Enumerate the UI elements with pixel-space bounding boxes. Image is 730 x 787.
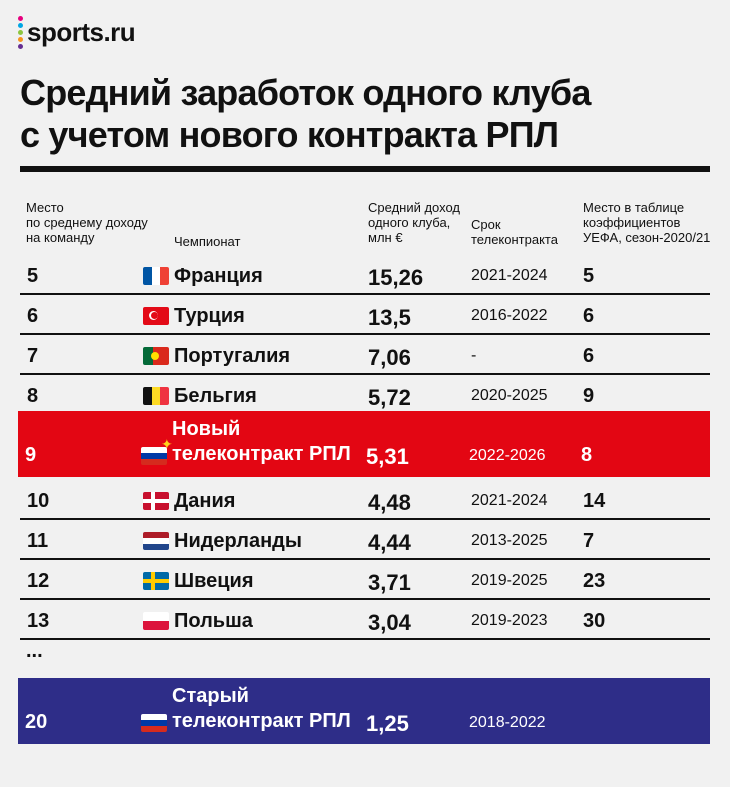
league-cell: Дания (174, 490, 236, 512)
league-cell: Польша (174, 610, 253, 632)
term-cell: 2021-2024 (471, 492, 548, 509)
russia-flag-icon (141, 447, 167, 465)
income-cell: 3,71 (368, 570, 411, 595)
place-cell: 9 (25, 444, 37, 466)
income-cell: 4,44 (368, 530, 411, 555)
header-uefa: Место в таблице коэффициентов УЕФА, сезо… (583, 200, 711, 245)
france-flag-icon (143, 267, 169, 285)
term-cell: 2016-2022 (471, 307, 548, 324)
income-cell: 5,72 (368, 385, 411, 410)
header-place: Место по среднему доходу на команду (26, 200, 148, 245)
income-cell: 13,5 (368, 305, 411, 330)
table-row: 11 Нидерланды 4,44 2013-2025 7 (20, 520, 710, 560)
place-cell: 11 (27, 530, 49, 552)
uefa-cell: 9 (583, 385, 595, 407)
uefa-cell: 30 (583, 610, 606, 632)
league-cell: Швеция (174, 570, 254, 592)
sports-ru-logo[interactable]: sports.ru (18, 16, 136, 49)
logo-text: sports.ru (27, 17, 136, 47)
place-cell: 13 (27, 610, 50, 632)
uefa-cell: 14 (583, 490, 606, 512)
place-cell: 12 (27, 570, 50, 592)
term-cell: 2019-2025 (471, 572, 548, 589)
place-cell: 6 (27, 305, 39, 327)
income-cell: 3,04 (368, 610, 411, 635)
table-row: 9 Новый телеконтракт РПЛ 5,31 2022-2026 8 (18, 411, 710, 477)
chart-title: Средний заработок одного клуба с учетом … (20, 72, 591, 156)
term-cell: 2018-2022 (469, 714, 546, 731)
header-income: Средний доход одного клуба, млн € (368, 200, 461, 245)
logo-dot (18, 16, 23, 21)
league-cell: Португалия (174, 345, 291, 367)
income-cell: 7,06 (368, 345, 411, 370)
place-cell: 7 (27, 345, 39, 367)
header-term: Срок телеконтракта (471, 217, 558, 247)
denmark-flag-icon (143, 492, 169, 510)
league-cell: Бельгия (174, 385, 257, 407)
place-cell: 8 (27, 385, 39, 407)
logo-dot (18, 37, 23, 42)
income-cell: 4,48 (368, 490, 411, 515)
uefa-cell: 6 (583, 345, 595, 367)
uefa-cell: 23 (583, 570, 606, 592)
term-cell: 2021-2024 (471, 267, 548, 284)
poland-flag-icon (143, 612, 169, 630)
place-cell: 20 (25, 711, 48, 733)
league-cell: Новый телеконтракт РПЛ (172, 418, 351, 465)
portugal-flag-icon (143, 347, 169, 365)
table-row: 13 Польша 3,04 2019-2023 30 (20, 600, 710, 640)
table-row: 6 Турция 13,5 2016-2022 6 (20, 295, 710, 335)
table-row: 12 Швеция 3,71 2019-2025 23 (20, 560, 710, 600)
sweden-flag-icon (143, 572, 169, 590)
income-cell: 15,26 (368, 265, 424, 290)
term-cell: - (471, 347, 477, 364)
logo-dot (18, 44, 23, 49)
uefa-cell: 5 (583, 265, 595, 287)
belgium-flag-icon (143, 387, 169, 405)
place-cell: 5 (27, 265, 39, 287)
table-row: 7 Португалия 7,06 - 6 (20, 335, 710, 375)
logo-dot (18, 23, 23, 28)
table-row: 8 Бельгия 5,72 2020-2025 9 (20, 375, 710, 415)
sparkle-icon: ✦ (161, 436, 173, 452)
league-cell: Франция (174, 265, 263, 287)
table-row: 10 Дания 4,48 2021-2024 14 (20, 480, 710, 520)
table-row: 5 Франция 15,26 2021-2024 5 (20, 255, 710, 295)
title-line-2: с учетом нового контракта РПЛ (20, 114, 559, 155)
turkey-flag-icon (143, 307, 169, 325)
uefa-cell: 7 (583, 530, 595, 552)
term-cell: 2013-2025 (471, 532, 548, 549)
term-cell: 2020-2025 (471, 387, 548, 404)
league-cell: Турция (174, 305, 245, 327)
logo-dot (18, 30, 23, 35)
table-ellipsis: ... (26, 640, 43, 662)
term-cell: 2019-2023 (471, 612, 548, 629)
netherlands-flag-icon (143, 532, 169, 550)
league-cell: Старый телеконтракт РПЛ (172, 685, 351, 732)
income-cell: 5,31 (366, 444, 409, 469)
russia-flag-icon (141, 714, 167, 732)
place-cell: 10 (27, 490, 50, 512)
header-rule (20, 166, 710, 172)
header-league: Чемпионат (174, 234, 241, 249)
term-cell: 2022-2026 (469, 447, 546, 464)
table-row: 20 Старый телеконтракт РПЛ 1,25 2018-2022 (18, 678, 710, 744)
league-cell: Нидерланды (174, 530, 302, 552)
uefa-cell: 8 (581, 444, 593, 466)
uefa-cell: 6 (583, 305, 595, 327)
title-line-1: Средний заработок одного клуба (20, 72, 591, 113)
income-cell: 1,25 (366, 711, 409, 736)
logo-dots-icon (18, 16, 23, 49)
